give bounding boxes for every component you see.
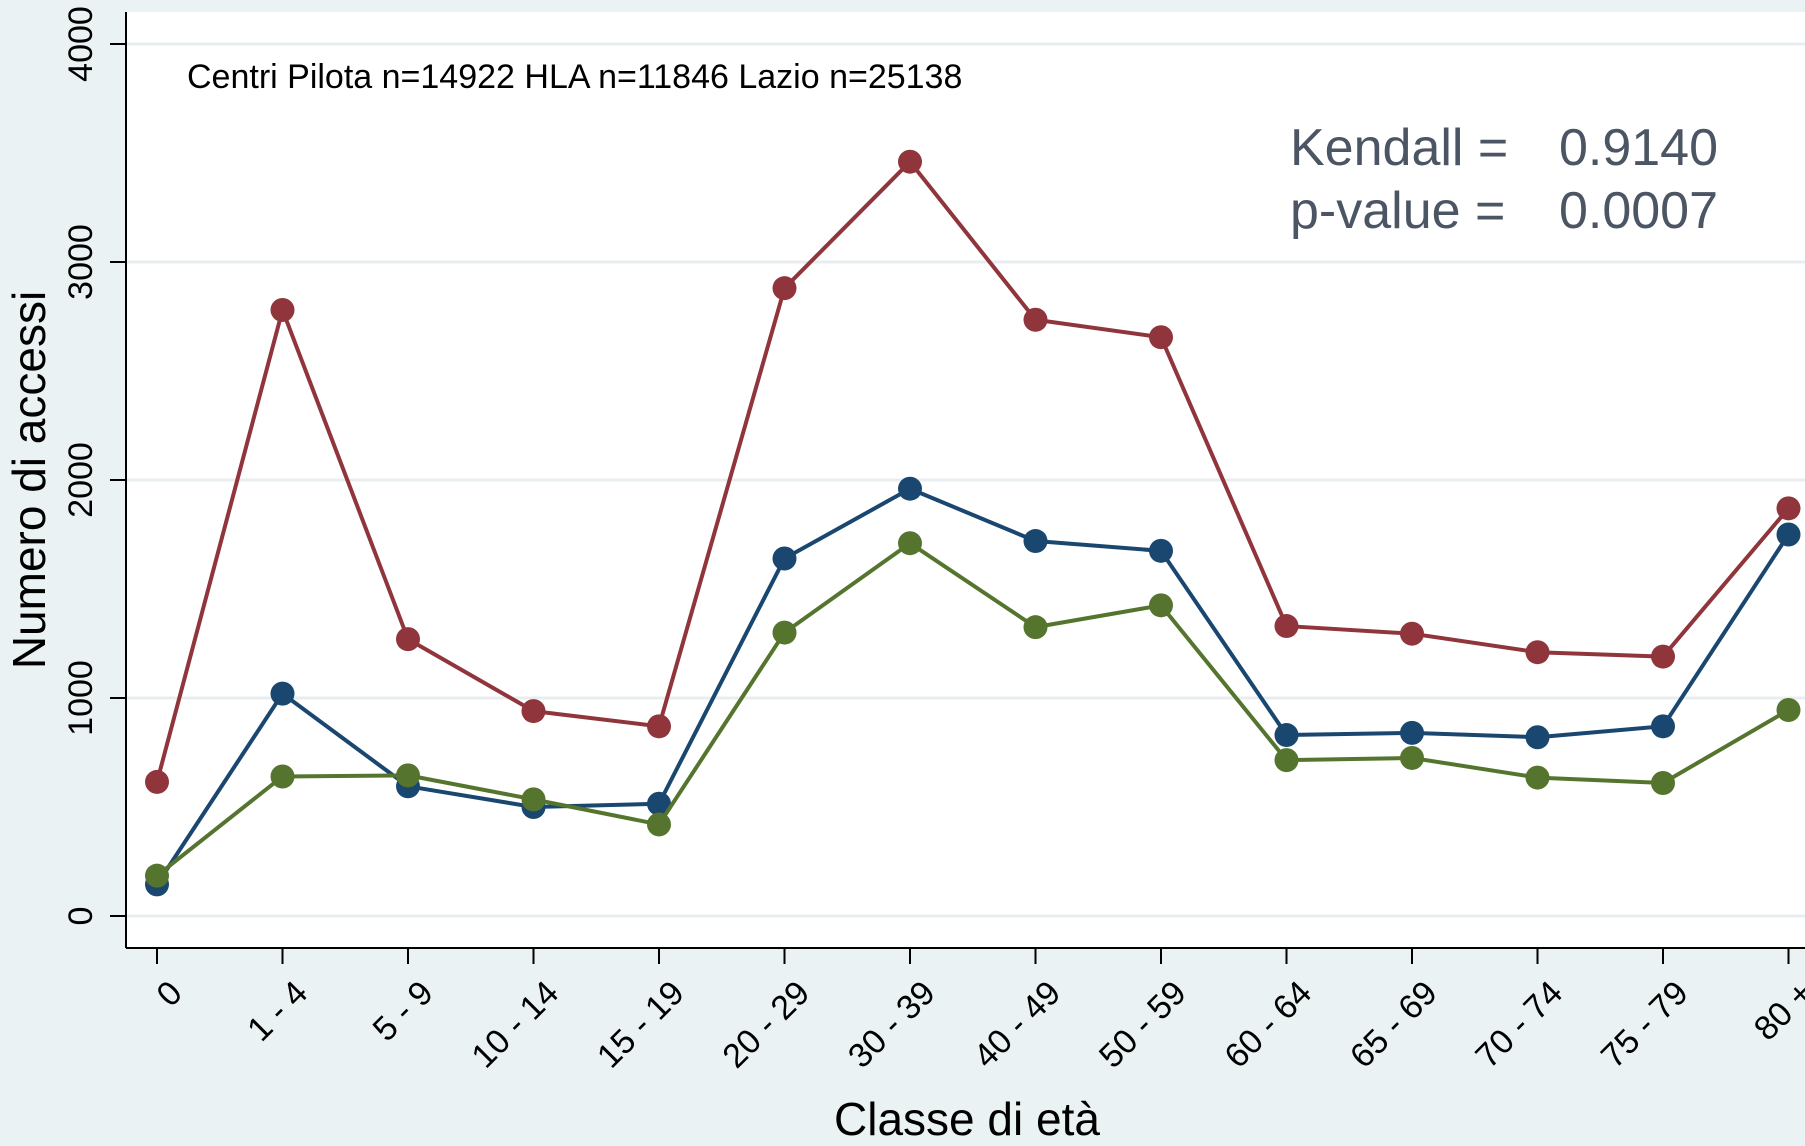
sample-size-annotation: Centri Pilota n=14922 HLA n=11846 Lazio …	[187, 58, 962, 96]
x-tick-label: 15 - 19	[590, 974, 692, 1076]
data-point	[1400, 720, 1424, 745]
data-point	[396, 763, 420, 788]
data-point	[1651, 714, 1675, 739]
data-point	[1023, 529, 1048, 554]
x-tick-label: 5 - 9	[366, 974, 441, 1049]
data-point	[1023, 307, 1048, 332]
data-point	[1149, 325, 1173, 350]
data-point	[270, 297, 295, 322]
data-point	[1525, 640, 1550, 665]
y-tick-label: 1000	[62, 660, 100, 736]
y-axis-title: Numero di accessi	[3, 291, 55, 669]
data-point	[1651, 771, 1675, 796]
data-point	[772, 620, 797, 645]
x-tick-label: 0	[149, 974, 189, 1014]
x-tick-label: 75 - 79	[1594, 974, 1696, 1076]
data-point	[647, 812, 671, 837]
data-point	[1400, 621, 1424, 646]
x-tick-label: 40 - 49	[966, 974, 1068, 1076]
kendall-label: Kendall =	[1290, 119, 1508, 177]
data-point	[1149, 538, 1173, 563]
x-tick-label: 30 - 39	[841, 974, 943, 1076]
y-tick-label: 3000	[62, 224, 100, 300]
pvalue-value: 0.0007	[1559, 182, 1718, 240]
data-point	[521, 699, 546, 724]
grid-lines	[126, 42, 1805, 918]
pvalue-label: p-value =	[1290, 182, 1505, 240]
series-0	[145, 149, 1801, 794]
data-point	[647, 791, 671, 816]
x-tick-label: 10 - 14	[464, 974, 566, 1076]
data-point	[1776, 496, 1801, 521]
data-point	[1149, 593, 1173, 618]
data-point	[396, 627, 420, 652]
x-tick-label: 20 - 29	[715, 974, 817, 1076]
data-point	[1651, 644, 1675, 669]
data-point	[772, 546, 797, 571]
data-point	[1274, 748, 1299, 773]
data-point	[1400, 745, 1424, 770]
data-point	[1776, 522, 1801, 547]
series-line-1	[155, 486, 1791, 886]
y-tick-label: 4000	[62, 6, 100, 82]
data-point	[1525, 725, 1550, 750]
data-point	[647, 714, 671, 739]
data-point	[1023, 615, 1048, 640]
x-tick-label: 80 +	[1747, 974, 1805, 1048]
data-point	[1274, 614, 1299, 639]
x-axis-title: Classe di età	[834, 1093, 1100, 1145]
x-tick-label: 60 - 64	[1217, 974, 1319, 1076]
data-point	[270, 681, 295, 706]
data-point	[145, 769, 169, 794]
x-tick-label: 1 - 4	[240, 974, 315, 1049]
data-point	[270, 764, 295, 789]
data-point	[145, 863, 169, 888]
data-point	[1274, 723, 1299, 748]
y-tick-label: 2000	[62, 442, 100, 518]
data-point	[1776, 697, 1801, 722]
data-point	[1525, 765, 1550, 790]
series-line-2	[155, 541, 1790, 878]
x-tick-label: 70 - 74	[1468, 974, 1570, 1076]
data-point	[898, 476, 922, 501]
data-point	[898, 149, 922, 174]
x-tick-label: 65 - 69	[1343, 974, 1445, 1076]
data-point	[772, 276, 797, 301]
series-2	[145, 531, 1801, 888]
kendall-value: 0.9140	[1559, 119, 1718, 177]
series-layer	[145, 149, 1801, 897]
y-tick-label: 0	[62, 907, 100, 926]
data-point	[898, 531, 922, 556]
series-1	[145, 476, 1801, 897]
data-point	[521, 787, 546, 812]
x-tick-label: 50 - 59	[1092, 974, 1194, 1076]
series-line-0	[155, 159, 1791, 783]
